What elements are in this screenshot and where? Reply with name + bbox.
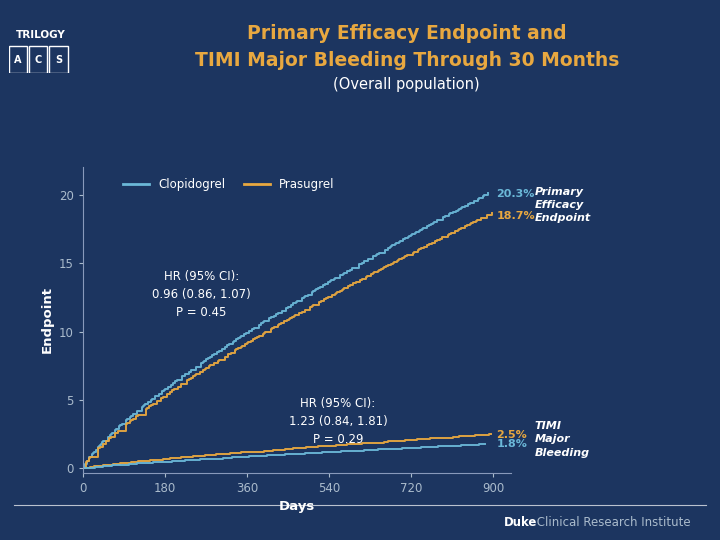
- Text: Primary
Efficacy
Endpoint: Primary Efficacy Endpoint: [535, 187, 591, 224]
- X-axis label: Days: Days: [279, 500, 315, 513]
- Text: TIMI Major Bleeding Through 30 Months: TIMI Major Bleeding Through 30 Months: [194, 51, 619, 70]
- Bar: [29, 46, 48, 73]
- Text: HR (95% CI):
0.96 (0.86, 1.07)
P = 0.45: HR (95% CI): 0.96 (0.86, 1.07) P = 0.45: [152, 270, 251, 319]
- Text: (Overall population): (Overall population): [333, 77, 480, 92]
- Y-axis label: Endpoint: Endpoint: [40, 286, 53, 354]
- Text: TIMI
Major
Bleeding: TIMI Major Bleeding: [535, 421, 590, 457]
- Text: Primary Efficacy Endpoint and: Primary Efficacy Endpoint and: [247, 24, 567, 43]
- Text: Duke: Duke: [504, 516, 537, 529]
- Text: S: S: [55, 55, 62, 65]
- Legend: Clopidogrel, Prasugrel: Clopidogrel, Prasugrel: [119, 173, 339, 195]
- Text: 18.7%: 18.7%: [497, 211, 535, 221]
- Text: TRILOGY: TRILOGY: [16, 30, 66, 40]
- Bar: [50, 46, 68, 73]
- Text: HR (95% CI):
1.23 (0.84, 1.81)
P = 0.29: HR (95% CI): 1.23 (0.84, 1.81) P = 0.29: [289, 397, 387, 446]
- Text: 20.3%: 20.3%: [497, 190, 535, 199]
- Text: Clinical Research Institute: Clinical Research Institute: [533, 516, 690, 529]
- Text: 2.5%: 2.5%: [497, 430, 527, 440]
- Text: A: A: [14, 55, 22, 65]
- Bar: [9, 46, 27, 73]
- Text: C: C: [35, 55, 42, 65]
- Text: 1.8%: 1.8%: [497, 439, 528, 449]
